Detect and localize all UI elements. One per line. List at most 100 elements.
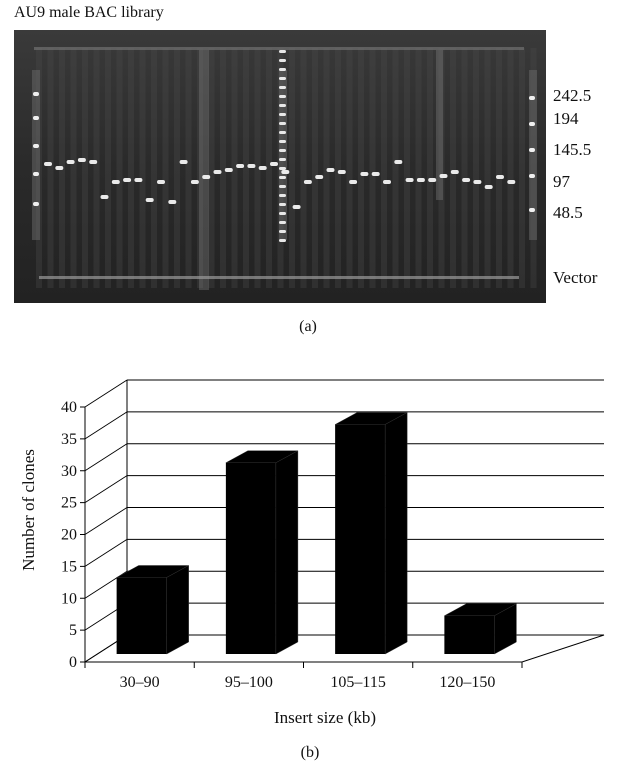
gel-lane bbox=[266, 48, 272, 288]
ladder-band bbox=[279, 230, 286, 233]
gel-lane bbox=[300, 48, 307, 288]
insert-band bbox=[270, 162, 278, 166]
ladder-band bbox=[279, 86, 286, 89]
gel-lane bbox=[162, 48, 169, 288]
marker-band bbox=[33, 144, 39, 148]
gel-lane bbox=[151, 48, 157, 288]
marker-band bbox=[529, 174, 535, 178]
insert-band bbox=[383, 180, 391, 184]
smear-lane bbox=[199, 50, 209, 290]
insert-band bbox=[507, 180, 516, 184]
ladder-band bbox=[279, 149, 286, 152]
x-tick-label: 95–100 bbox=[225, 674, 273, 691]
bar-front bbox=[225, 462, 276, 654]
gel-title: AU9 male BAC library bbox=[14, 4, 164, 21]
marker-band bbox=[33, 92, 39, 96]
bar-side bbox=[275, 450, 299, 655]
gel-lane bbox=[139, 48, 146, 288]
insert-band bbox=[360, 172, 369, 176]
insert-band bbox=[236, 164, 245, 168]
insert-band bbox=[349, 180, 358, 184]
marker-band bbox=[529, 148, 535, 152]
ladder-band bbox=[279, 185, 286, 188]
ladder-band bbox=[279, 212, 286, 215]
gridline-side bbox=[84, 443, 128, 472]
marker-lane bbox=[279, 70, 287, 240]
marker-band bbox=[33, 202, 39, 206]
gridline-side bbox=[84, 507, 128, 535]
gel-lane bbox=[450, 48, 456, 288]
insert-band bbox=[202, 175, 211, 179]
insert-band bbox=[258, 166, 267, 170]
marker-lane bbox=[529, 70, 537, 240]
gel-bands bbox=[33, 47, 535, 279]
insert-band bbox=[405, 178, 414, 182]
insert-band bbox=[303, 180, 312, 184]
gel-lane bbox=[415, 48, 422, 288]
gel-lane bbox=[392, 48, 399, 288]
gel-lane bbox=[82, 48, 88, 288]
y-tick-label: 10 bbox=[61, 590, 77, 607]
gel-lane bbox=[404, 48, 410, 288]
gridline-side bbox=[84, 538, 128, 567]
gel-lane bbox=[461, 48, 468, 288]
gel-lane bbox=[289, 48, 295, 288]
insert-band bbox=[145, 198, 154, 202]
bar bbox=[116, 565, 189, 655]
marker-label-48: 48.5 bbox=[553, 203, 583, 222]
y-tick-label: 15 bbox=[61, 558, 77, 575]
gel-lane bbox=[335, 48, 341, 288]
insert-band bbox=[496, 175, 504, 179]
y-tick-label: 25 bbox=[61, 495, 77, 512]
insert-band bbox=[247, 164, 256, 168]
gel-lane bbox=[47, 48, 54, 288]
y-tick-label: 5 bbox=[69, 622, 77, 639]
insert-band bbox=[213, 170, 222, 174]
ladder-band bbox=[279, 203, 286, 206]
insert-band bbox=[168, 200, 177, 204]
insert-band bbox=[77, 158, 86, 162]
marker-lane bbox=[32, 70, 40, 240]
x-axis-label: Insert size (kb) bbox=[274, 708, 376, 727]
gel-lane bbox=[243, 48, 249, 288]
bar-front bbox=[335, 424, 386, 654]
ladder-band bbox=[279, 50, 286, 53]
ladder-band bbox=[279, 59, 286, 62]
ladder-band bbox=[279, 122, 286, 125]
insert-band bbox=[55, 166, 64, 170]
bar-chart: 0 5 10 15 20 25 30 35 40 30–90 95–100 105–115 120–1… bbox=[19, 379, 605, 727]
chart-bars bbox=[116, 412, 517, 655]
vector-band bbox=[39, 276, 519, 279]
x-tick-label: 120–150 bbox=[439, 674, 495, 691]
insert-band bbox=[439, 174, 448, 178]
bar bbox=[444, 603, 517, 655]
gel-lane bbox=[231, 48, 238, 288]
insert-band bbox=[123, 178, 132, 182]
insert-band bbox=[224, 168, 233, 172]
ladder-band bbox=[279, 95, 286, 98]
bar-side bbox=[166, 565, 189, 655]
insert-band bbox=[66, 160, 75, 164]
marker-label-145: 145.5 bbox=[553, 140, 592, 159]
panel-label-b: (b) bbox=[300, 744, 320, 761]
gel-lane bbox=[358, 48, 364, 288]
gel-lane bbox=[507, 48, 514, 288]
bar-front bbox=[444, 615, 495, 654]
chart-floor bbox=[83, 634, 605, 663]
x-tick-label: 30–90 bbox=[120, 674, 160, 691]
gel-lane bbox=[369, 48, 376, 288]
y-tick-label: 40 bbox=[61, 399, 77, 416]
gel-lane bbox=[174, 48, 180, 288]
gel-lane bbox=[427, 48, 433, 288]
bar-front bbox=[116, 577, 167, 654]
gridline-side bbox=[84, 475, 128, 504]
ladder-band bbox=[279, 131, 286, 134]
ladder-band bbox=[279, 221, 286, 224]
ladder-band bbox=[279, 167, 286, 170]
y-tick-label: 20 bbox=[61, 527, 77, 544]
insert-band bbox=[462, 178, 471, 182]
ladder-band bbox=[279, 140, 286, 143]
gel-lane bbox=[323, 48, 330, 288]
insert-band bbox=[134, 178, 143, 182]
marker-label-97: 97 bbox=[553, 172, 570, 191]
